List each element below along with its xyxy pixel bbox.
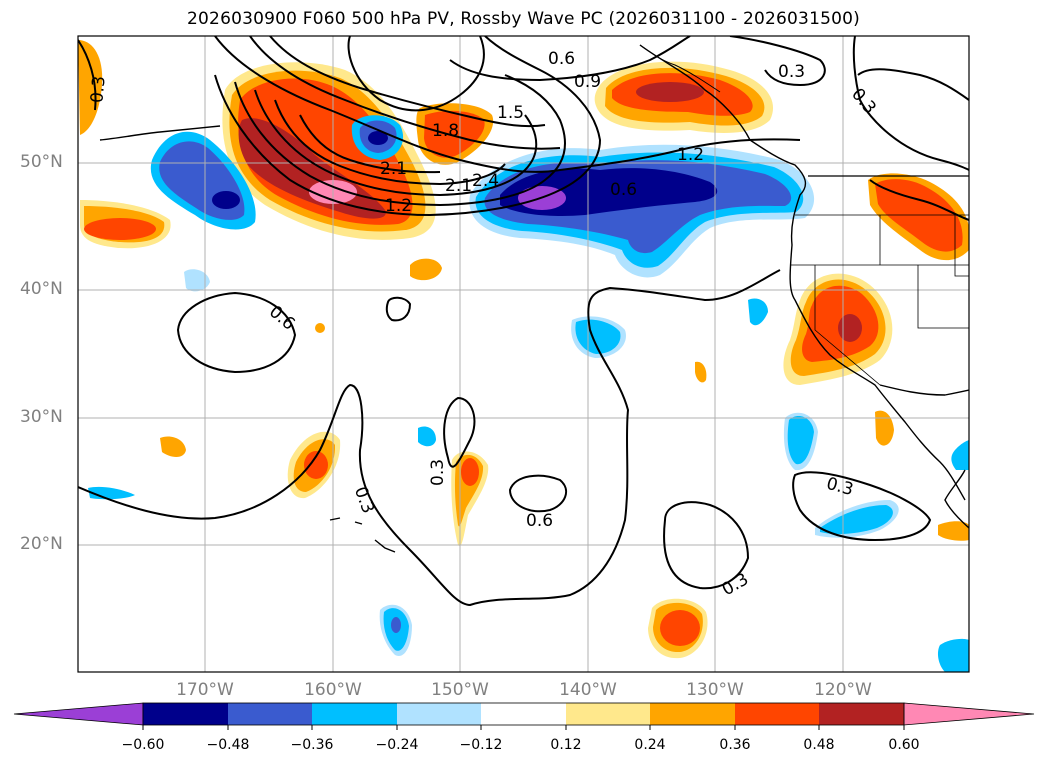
contour-label: 2.1 [380, 159, 407, 179]
colorbar-bin [481, 703, 566, 725]
anomaly-positive-california [783, 173, 969, 385]
contour-label: 0.9 [574, 72, 601, 92]
contour-label: 0.3 [87, 75, 109, 104]
anomaly-negative-gulf-of-alaska [150, 115, 815, 278]
contour-label: 2.4 [472, 171, 499, 191]
anomaly-positive-bc-coast [594, 61, 774, 133]
contour-label: 0.6 [526, 511, 553, 531]
colorbar-tick-label: 0.36 [719, 737, 751, 753]
pv-contours [78, 36, 969, 607]
lon-label-170w: 170°W [176, 680, 234, 700]
colorbar-bin [819, 703, 904, 725]
colorbar-bin [650, 703, 735, 725]
colorbar-tick-label: −0.24 [375, 737, 419, 753]
colorbar-max-extend [903, 702, 1035, 726]
lat-label-30n: 30°N [20, 407, 63, 427]
colorbar-tick-label: 0.48 [803, 737, 835, 753]
colorbar-bin [397, 703, 481, 725]
contour-label: 0.3 [778, 62, 805, 82]
contour-label: 1.8 [432, 121, 459, 141]
colorbar-bin [312, 703, 397, 725]
lat-label-40n: 40°N [20, 279, 63, 299]
lon-label-120w: 120°W [814, 680, 872, 700]
contour-label: 1.2 [677, 145, 704, 165]
colorbar-tick-label: 0.24 [634, 737, 666, 753]
colorbar [13, 702, 1035, 730]
colorbar-tick-label: −0.36 [290, 737, 334, 753]
colorbar-bin [735, 703, 819, 725]
colorbar-tick-label: −0.60 [121, 737, 165, 753]
contour-label: 1.5 [497, 103, 524, 123]
coastlines [99, 44, 969, 553]
lon-label-160w: 160°W [304, 680, 362, 700]
lat-label-20n: 20°N [20, 534, 63, 554]
contour-label: 0.6 [548, 49, 575, 69]
colorbar-bin [228, 703, 312, 725]
colorbar-tick-label: −0.48 [206, 737, 250, 753]
colorbar-bin [566, 703, 650, 725]
lon-label-150w: 150°W [431, 680, 489, 700]
colorbar-bin [143, 703, 228, 725]
contour-label: 0.3 [428, 459, 448, 486]
plot-frame [77, 35, 970, 673]
lon-label-130w: 130°W [686, 680, 744, 700]
contour-label: 0.6 [610, 180, 637, 200]
colorbar-min-extend [13, 702, 144, 726]
chart-title: 2026030900 F060 500 hPa PV, Rossby Wave … [187, 9, 860, 29]
colorbar-tick-label: 0.60 [888, 737, 920, 753]
contour-labels: 0.3 0.6 0.9 0.3 0.3 1.5 1.8 2.1 2.1 2.4 … [87, 49, 880, 600]
colorbar-tick-label: 0.12 [550, 737, 582, 753]
contour-label: 1.2 [385, 196, 412, 216]
lon-label-140w: 140°W [559, 680, 617, 700]
state-borders [790, 214, 969, 386]
contour-label: 2.1 [445, 176, 472, 196]
gridlines [78, 36, 969, 672]
lat-label-50n: 50°N [20, 152, 63, 172]
colorbar-tick-label: −0.12 [459, 737, 503, 753]
plot-area: 0.3 0.6 0.9 0.3 0.3 1.5 1.8 2.1 2.1 2.4 … [78, 36, 969, 672]
